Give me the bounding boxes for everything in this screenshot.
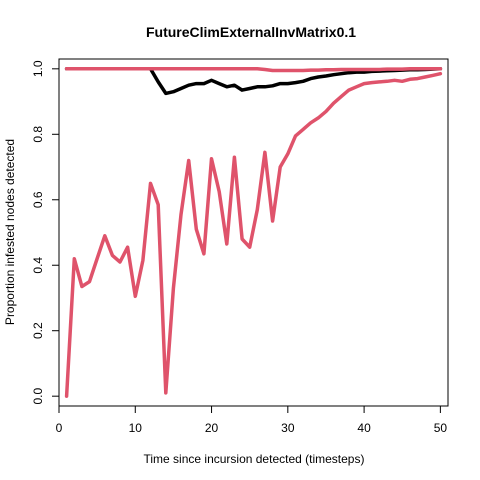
chart-title: FutureClimExternalInvMatrix0.1 (146, 24, 356, 40)
series-line-1 (64, 71, 443, 398)
y-tick-label: 1.0 (31, 60, 45, 77)
x-tick-label: 0 (56, 421, 63, 435)
series-layer (64, 67, 443, 398)
y-tick-label: 0.4 (31, 257, 45, 274)
x-tick-label: 20 (205, 421, 219, 435)
x-tick-label: 40 (357, 421, 371, 435)
y-tick-label: 0.2 (31, 322, 45, 339)
y-tick-label: 0.0 (31, 388, 45, 405)
series-line-3 (64, 67, 443, 73)
y-axis-label: Proportion infested nodes detected (3, 139, 17, 325)
y-tick-label: 0.6 (31, 191, 45, 208)
x-tick-label: 10 (129, 421, 143, 435)
x-tick-label: 50 (434, 421, 448, 435)
x-axis-label: Time since incursion detected (timesteps… (144, 452, 365, 466)
x-axis: 0 10 20 30 40 50 (56, 405, 448, 435)
y-tick-label: 0.8 (31, 126, 45, 143)
y-axis: 0.0 0.2 0.4 0.6 0.8 1.0 (31, 60, 60, 405)
x-tick-label: 30 (281, 421, 295, 435)
